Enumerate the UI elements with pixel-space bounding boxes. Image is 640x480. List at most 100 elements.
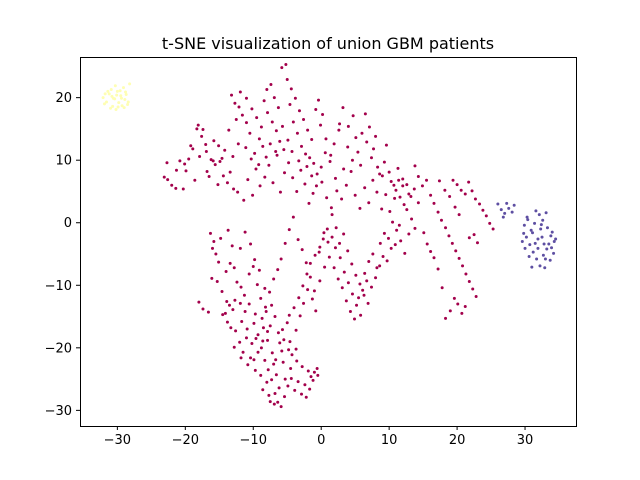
data-point-cluster-1	[219, 236, 223, 240]
data-point-cluster-1	[308, 156, 312, 160]
data-point-cluster-3	[121, 86, 125, 90]
data-point-cluster-1	[396, 166, 400, 170]
data-point-cluster-1	[214, 252, 218, 256]
data-point-cluster-3	[101, 96, 105, 100]
data-point-cluster-1	[275, 153, 279, 157]
data-point-cluster-1	[282, 148, 286, 152]
data-point-cluster-1	[409, 194, 413, 198]
data-point-cluster-1	[338, 256, 342, 260]
data-point-cluster-1	[367, 201, 371, 205]
data-point-cluster-1	[266, 111, 270, 115]
data-point-cluster-2	[526, 218, 530, 222]
data-point-cluster-1	[260, 316, 264, 320]
x-tick-label: −20	[172, 433, 199, 448]
data-point-cluster-1	[325, 196, 329, 200]
data-point-cluster-1	[338, 122, 342, 126]
data-point-cluster-1	[263, 305, 267, 309]
data-point-cluster-1	[310, 297, 314, 301]
data-point-cluster-1	[235, 280, 239, 284]
data-point-cluster-1	[258, 184, 262, 188]
data-point-cluster-1	[393, 196, 397, 200]
data-point-cluster-1	[295, 131, 299, 135]
data-point-cluster-1	[276, 331, 280, 335]
data-point-cluster-1	[276, 268, 280, 272]
data-point-cluster-1	[257, 137, 261, 141]
data-point-cluster-1	[405, 183, 409, 187]
data-point-cluster-1	[348, 310, 352, 314]
data-point-cluster-2	[550, 230, 554, 234]
data-point-cluster-1	[353, 193, 357, 197]
data-point-cluster-2	[537, 213, 541, 217]
data-point-cluster-2	[554, 237, 558, 241]
data-point-cluster-2	[522, 231, 526, 235]
data-point-cluster-2	[538, 264, 542, 268]
data-point-cluster-2	[552, 251, 556, 255]
data-point-cluster-1	[374, 276, 378, 280]
data-point-cluster-2	[520, 240, 524, 243]
data-point-cluster-1	[329, 153, 333, 157]
data-point-cluster-1	[459, 188, 463, 192]
data-point-cluster-2	[539, 223, 543, 227]
data-point-cluster-1	[268, 324, 272, 328]
data-point-cluster-1	[240, 320, 244, 324]
data-point-cluster-1	[367, 125, 371, 129]
data-point-cluster-1	[310, 174, 314, 178]
data-point-cluster-1	[330, 213, 334, 217]
data-point-cluster-1	[233, 298, 237, 302]
data-point-cluster-1	[282, 338, 286, 342]
data-point-cluster-1	[463, 192, 467, 196]
data-point-cluster-2	[528, 243, 532, 247]
data-point-cluster-1	[283, 395, 287, 399]
data-point-cluster-1	[361, 288, 365, 292]
x-tick-label: 10	[381, 433, 398, 448]
data-point-cluster-1	[249, 242, 253, 246]
data-point-cluster-1	[193, 178, 197, 182]
data-point-cluster-2	[541, 253, 545, 257]
data-point-cluster-1	[232, 187, 236, 191]
data-point-cluster-1	[360, 131, 364, 135]
data-point-cluster-1	[204, 149, 208, 153]
data-point-cluster-1	[303, 182, 307, 186]
data-point-cluster-1	[230, 244, 234, 248]
data-point-cluster-1	[306, 369, 310, 373]
data-point-cluster-1	[350, 262, 354, 266]
data-point-cluster-1	[444, 226, 448, 230]
data-point-cluster-1	[337, 128, 341, 132]
data-point-cluster-1	[289, 366, 293, 370]
data-point-cluster-1	[398, 195, 402, 199]
data-point-cluster-1	[336, 277, 340, 281]
data-point-cluster-1	[444, 316, 448, 320]
data-point-cluster-3	[104, 100, 108, 104]
data-point-cluster-1	[269, 83, 273, 87]
data-point-cluster-1	[298, 314, 302, 318]
data-point-cluster-2	[499, 208, 503, 212]
data-point-cluster-1	[375, 266, 379, 270]
data-point-cluster-1	[366, 301, 370, 305]
data-point-cluster-1	[246, 363, 250, 367]
data-point-cluster-1	[429, 193, 433, 197]
data-point-cluster-3	[124, 90, 128, 94]
data-point-cluster-1	[238, 340, 242, 344]
data-point-cluster-1	[447, 234, 451, 238]
data-point-cluster-1	[274, 149, 278, 153]
data-point-cluster-1	[239, 356, 243, 360]
data-point-cluster-1	[389, 179, 393, 183]
data-point-cluster-2	[523, 246, 527, 250]
data-point-cluster-1	[225, 320, 229, 324]
data-point-cluster-1	[270, 351, 274, 355]
data-point-cluster-1	[220, 290, 224, 294]
data-point-cluster-1	[455, 183, 459, 187]
data-point-cluster-1	[335, 189, 339, 193]
data-point-cluster-1	[437, 179, 441, 183]
data-point-cluster-1	[467, 280, 471, 284]
data-point-cluster-1	[467, 180, 471, 184]
data-point-cluster-1	[197, 300, 201, 304]
data-point-cluster-1	[261, 326, 265, 330]
data-point-cluster-1	[342, 167, 346, 171]
data-point-cluster-1	[270, 120, 274, 124]
data-point-cluster-1	[321, 237, 325, 241]
data-point-cluster-1	[279, 257, 283, 261]
data-point-cluster-1	[263, 286, 267, 290]
data-point-cluster-1	[296, 238, 300, 242]
data-point-cluster-1	[301, 284, 305, 288]
